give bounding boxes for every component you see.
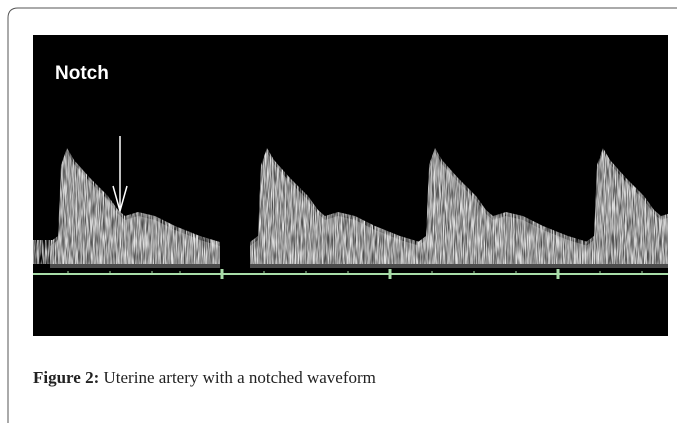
doppler-image — [33, 35, 668, 336]
image-label: Notch — [55, 63, 109, 84]
baseline — [33, 269, 668, 279]
caption: Figure 2: Uterine artery with a notched … — [33, 368, 376, 388]
caption-text: Uterine artery with a notched waveform — [103, 368, 376, 387]
waveform — [33, 148, 668, 268]
caption-label: Figure 2: — [33, 368, 100, 387]
frame-border — [7, 7, 677, 423]
notch-arrow — [112, 136, 128, 214]
